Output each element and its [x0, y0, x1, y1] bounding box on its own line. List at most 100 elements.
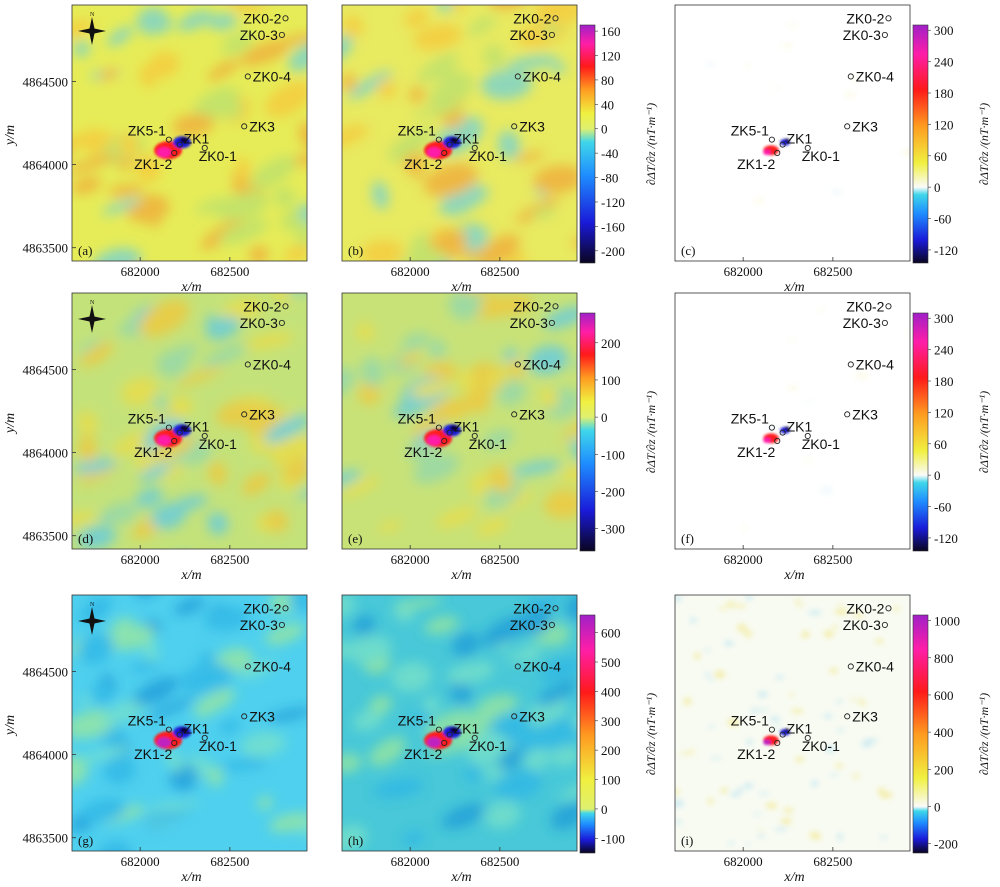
x-tick-label: 682500: [813, 854, 852, 869]
well-marker: [278, 319, 285, 326]
field-blob: [356, 321, 374, 342]
well-label: ZK0-4: [856, 356, 894, 372]
field-blob: [207, 13, 238, 30]
x-axis-label: x/m: [180, 280, 201, 295]
field-blob: [756, 708, 769, 712]
field-blob: [76, 525, 117, 549]
well-label: ZK3: [852, 406, 878, 422]
colorbar-tick-label: -200: [934, 837, 958, 852]
field-texture: [675, 595, 900, 846]
field-blob: [874, 638, 885, 644]
colorbar-e: 200 100 0 -100 -200 -300 ∂ΔT/∂z /(nT·m⁻¹): [579, 312, 658, 552]
field-blob: [77, 410, 98, 436]
x-tick-label: 682000: [121, 552, 160, 567]
field-blob: [783, 807, 794, 813]
well-marker: [511, 411, 518, 418]
field-blob: [494, 768, 543, 801]
map-field: [72, 595, 307, 851]
field-blob: [511, 460, 562, 476]
field-blob: [790, 708, 804, 714]
field-blob: [207, 59, 240, 81]
map-field: [342, 5, 577, 261]
colorbar-tick-label: -160: [601, 219, 625, 234]
field-blob: [467, 731, 506, 767]
field-blob: [463, 764, 482, 783]
colorbar-tick-label: -80: [601, 171, 618, 186]
well-label: ZK0-3: [843, 617, 881, 633]
field-blob: [703, 649, 711, 652]
field-blob: [404, 8, 429, 28]
x-tick-label: 682000: [724, 264, 763, 279]
well-marker: [779, 429, 786, 436]
well-label: ZK3: [249, 708, 275, 724]
field-blob: [273, 186, 296, 208]
field-blob: [118, 320, 140, 337]
field-blob: [424, 741, 473, 757]
well-marker: [446, 731, 453, 738]
x-tick-label: 682000: [391, 264, 430, 279]
field-blob: [176, 366, 225, 388]
field-blob: [427, 338, 447, 359]
well-marker: [514, 73, 521, 80]
well-marker: [201, 144, 208, 152]
map-background: [675, 595, 910, 851]
field-blob: [758, 829, 764, 833]
field-blob: [539, 656, 577, 683]
field-blob: [106, 502, 138, 524]
field-blob: [72, 511, 98, 527]
panel-label: (i): [681, 833, 693, 848]
field-blob: [741, 526, 747, 530]
field-blob: [138, 462, 172, 483]
colorbar-tick-label: -60: [934, 212, 951, 227]
well-marker: [165, 726, 172, 733]
panel-label: (h): [348, 833, 363, 848]
colorbar-gradient: [579, 312, 596, 552]
map-field: [342, 595, 577, 851]
field-blob: [72, 153, 118, 174]
well-marker: [471, 144, 478, 152]
field-blob: [484, 800, 521, 829]
field-blob: [733, 604, 747, 608]
x-tick-label: 682000: [121, 264, 160, 279]
colorbar-tick-label: 100: [601, 373, 621, 388]
field-blob: [424, 616, 459, 635]
field-blob: [752, 813, 763, 816]
anomaly-dipole: [154, 136, 192, 160]
north-arrow-horizontal: [78, 28, 106, 34]
field-blob: [177, 10, 213, 32]
well-marker: [514, 361, 521, 368]
panel-frame: [674, 292, 911, 550]
panel-frame: [674, 594, 911, 852]
well-marker: [804, 144, 811, 152]
field-blob: [729, 791, 742, 797]
negative-anomaly-core: [180, 425, 189, 432]
field-blob: [138, 299, 190, 337]
colorbar-tick-label: 300: [601, 714, 621, 729]
well-marker: [171, 149, 178, 156]
north-arrow-label: N: [90, 12, 95, 18]
field-blob: [809, 831, 818, 839]
well-marker: [779, 731, 786, 738]
colorbar-tick-label: -120: [934, 531, 958, 546]
field-blob: [150, 502, 187, 530]
colorbar-tick-label: 240: [934, 343, 954, 358]
map-field: [72, 293, 307, 549]
field-texture: [342, 5, 577, 261]
well-marker: [282, 303, 289, 310]
colorbar-tick-label: 300: [934, 311, 954, 326]
field-blob: [708, 724, 715, 729]
well-label: ZK0-1: [469, 436, 507, 452]
field-blob: [833, 624, 838, 630]
field-blob: [289, 595, 307, 613]
y-tick-label: 4864000: [23, 446, 69, 461]
anomaly-dipole: [424, 136, 462, 160]
x-axis-label: x/m: [783, 568, 804, 583]
well-label: ZK3: [249, 406, 275, 422]
well-marker: [511, 123, 518, 130]
field-blob: [240, 731, 286, 758]
field-blob: [450, 679, 472, 705]
well-marker: [847, 361, 854, 368]
y-tick-label: 4863500: [23, 831, 69, 846]
well-marker: [881, 319, 888, 326]
well-marker: [441, 149, 448, 156]
